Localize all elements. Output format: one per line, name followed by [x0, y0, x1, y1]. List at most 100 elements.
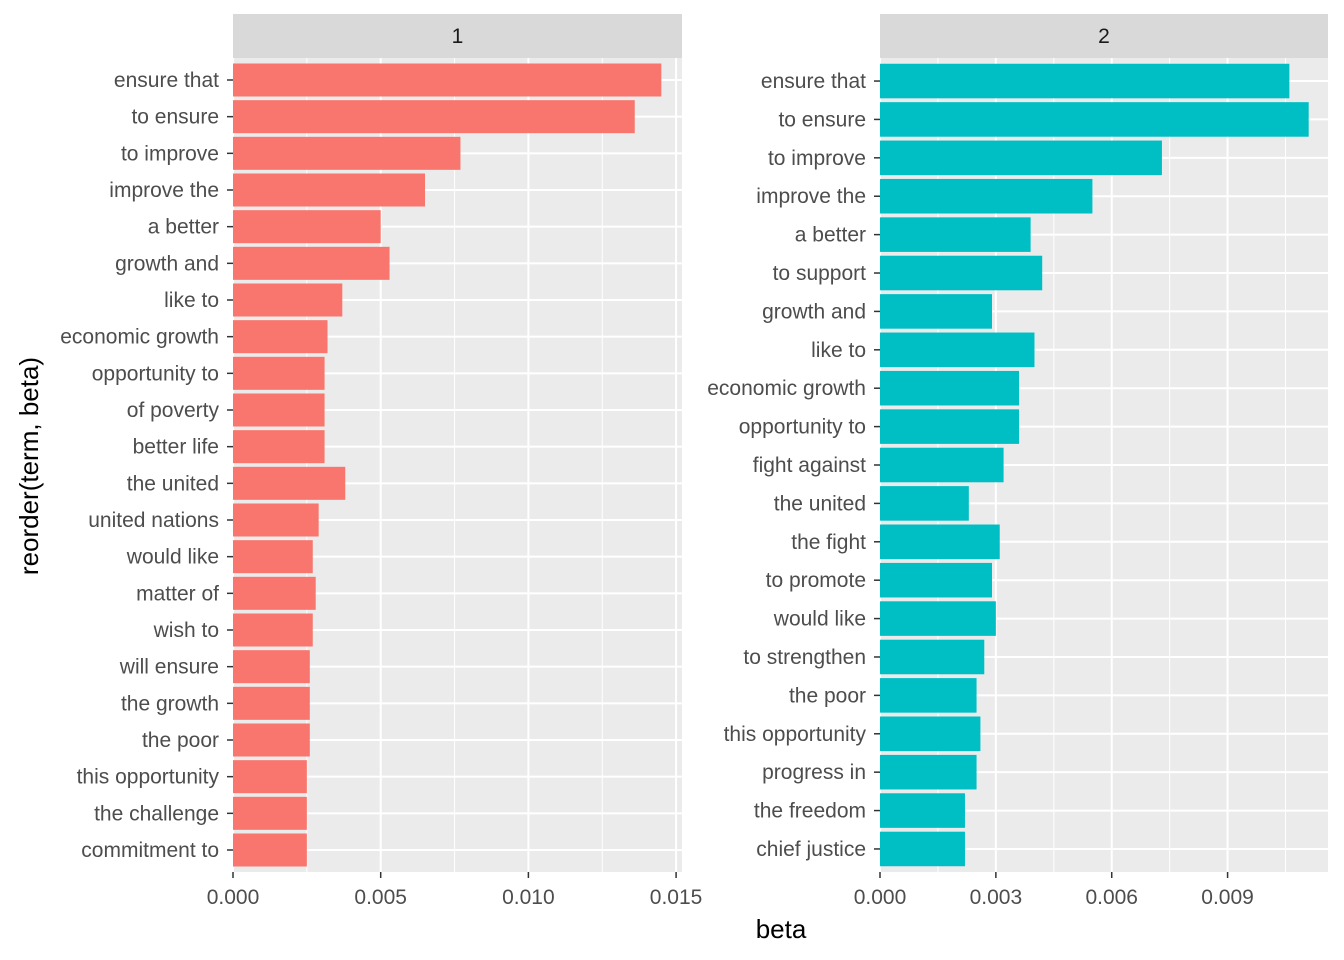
y-tick-label: improve the [109, 179, 219, 202]
facet-panel-2: 2 ensure that to ensure to improve improve t… [707, 14, 1328, 909]
y-tick-label: fight against [753, 454, 866, 477]
bar-to-ensure [233, 100, 635, 134]
x-tick-label: 0.005 [354, 886, 407, 909]
bar-fight-against [880, 447, 1004, 483]
y-tick-label: to improve [121, 142, 219, 165]
bar-commitment-to [233, 833, 307, 867]
y-tick-label: will ensure [119, 656, 219, 679]
bar-to-improve [233, 136, 461, 170]
bar-to-promote [880, 562, 992, 598]
y-tick-label: like to [164, 289, 219, 312]
bar-to-ensure [880, 102, 1309, 137]
y-axis-title: reorder(term, beta) [14, 357, 44, 575]
y-tick-label: the freedom [754, 800, 866, 823]
x-tick-label: 0.000 [854, 886, 907, 909]
bar-the-united [880, 486, 969, 521]
y-tick-label: to improve [768, 147, 866, 170]
y-tick-label: improve the [756, 185, 866, 208]
bar-will-ensure [233, 650, 310, 684]
facet-panel-1: 1 ensure that to ensure to improve improve t… [60, 14, 702, 909]
bar-the-fight [880, 524, 1000, 560]
y-tick-label: opportunity to [739, 416, 866, 439]
y-tick-label: progress in [762, 761, 866, 784]
y-tick-label: the poor [789, 684, 866, 707]
bar-the-growth [233, 686, 310, 720]
y-tick-label: the united [774, 492, 866, 515]
y-tick-label: ensure that [761, 70, 866, 93]
y-tick-label: the united [127, 472, 219, 495]
y-tick-label: a better [148, 216, 219, 239]
y-tick-label: wish to [153, 619, 219, 642]
bar-opportunity-to [880, 409, 1020, 444]
facet-strip [233, 14, 682, 58]
bar-wish-to [233, 613, 313, 647]
y-tick-label: a better [795, 224, 866, 247]
bar-the-united [233, 466, 346, 500]
y-tick-label: better life [133, 436, 219, 459]
y-tick-label: would like [126, 546, 219, 569]
bar-economic-growth [880, 370, 1020, 406]
y-tick-label: economic growth [60, 326, 219, 349]
facet-strip [880, 14, 1328, 58]
bar-would-like [880, 601, 996, 636]
bar-this-opportunity [233, 760, 307, 794]
bar-growth-and [233, 246, 390, 280]
y-tick-label: united nations [88, 509, 219, 532]
bar-better-life [233, 430, 325, 464]
x-tick-label: 0.009 [1201, 886, 1254, 909]
y-tick-label: matter of [136, 582, 219, 605]
y-tick-label: this opportunity [77, 766, 220, 789]
y-tick-label: the fight [791, 531, 866, 554]
facet-strip-label: 2 [1098, 25, 1110, 48]
bar-would-like [233, 540, 313, 574]
y-tick-label: the growth [121, 692, 219, 715]
x-tick-label: 0.010 [502, 886, 555, 909]
bar-growth-and [880, 294, 992, 329]
y-tick-label: growth and [115, 252, 219, 275]
bar-like-to [880, 332, 1035, 368]
bar-matter-of [233, 576, 316, 610]
bar-ensure-that [233, 63, 662, 97]
y-tick-label: of poverty [127, 399, 220, 422]
y-tick-label: to promote [766, 569, 866, 592]
bar-this-opportunity [880, 716, 981, 752]
bar-chief-justice [880, 831, 965, 867]
bar-opportunity-to [233, 356, 325, 390]
bar-to-improve [880, 140, 1162, 176]
bar-ensure-that [880, 63, 1290, 99]
y-tick-label: to strengthen [743, 646, 866, 669]
x-tick-label: 0.006 [1085, 886, 1138, 909]
bar-a-better [233, 210, 381, 244]
y-tick-label: ensure that [114, 69, 219, 92]
y-tick-label: opportunity to [92, 362, 219, 385]
x-tick-label: 0.015 [650, 886, 703, 909]
y-tick-label: the challenge [94, 802, 219, 825]
bar-improve-the [233, 173, 426, 207]
bar-economic-growth [233, 320, 328, 354]
y-tick-label: to ensure [131, 106, 219, 129]
bar-united-nations [233, 503, 319, 537]
x-axis-title: beta [756, 914, 807, 944]
y-tick-label: economic growth [707, 377, 866, 400]
bar-progress-in [880, 754, 977, 790]
y-tick-label: to support [773, 262, 867, 285]
bar-of-poverty [233, 393, 325, 427]
y-tick-label: commitment to [81, 839, 219, 862]
y-tick-label: chief justice [756, 838, 866, 861]
y-tick-label: growth and [762, 300, 866, 323]
y-tick-label: this opportunity [724, 723, 867, 746]
bar-the-poor [233, 723, 310, 757]
y-tick-label: like to [811, 339, 866, 362]
y-tick-label: the poor [142, 729, 219, 752]
bar-like-to [233, 283, 343, 317]
facet-strip-label: 1 [452, 25, 464, 48]
y-tick-label: to ensure [778, 108, 866, 131]
bar-the-freedom [880, 793, 965, 828]
bar-to-support [880, 255, 1043, 291]
bar-improve-the [880, 178, 1093, 214]
bar-to-strengthen [880, 639, 985, 675]
bar-the-poor [880, 678, 977, 713]
x-tick-label: 0.000 [207, 886, 260, 909]
bar-the-challenge [233, 796, 307, 830]
